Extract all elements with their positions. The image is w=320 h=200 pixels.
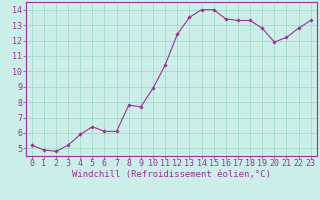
X-axis label: Windchill (Refroidissement éolien,°C): Windchill (Refroidissement éolien,°C): [72, 170, 271, 179]
